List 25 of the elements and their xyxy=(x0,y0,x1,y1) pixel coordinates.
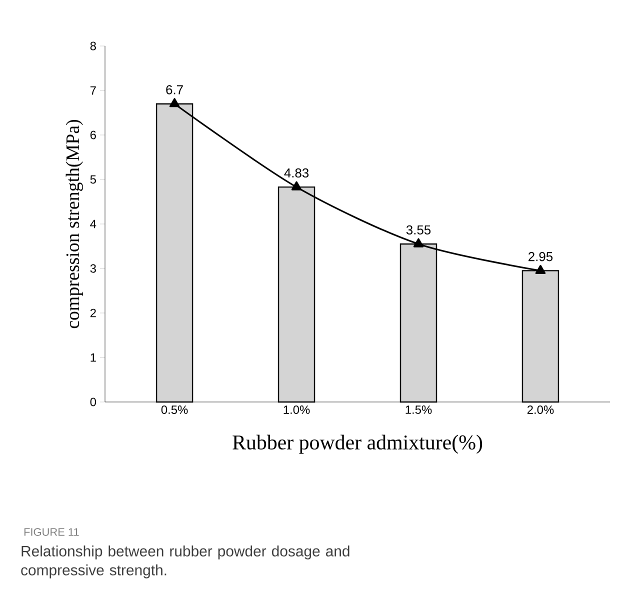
y-tick-label: 4 xyxy=(90,220,96,228)
data-label: 2.95 xyxy=(528,252,553,262)
x-tick-label: 1.5% xyxy=(406,406,432,414)
y-tick-label: 8 xyxy=(90,42,96,50)
y-tick-label: 5 xyxy=(90,175,96,184)
point xyxy=(169,98,180,108)
x-tick-label: 2.0% xyxy=(527,406,554,414)
y-tick-label: 7 xyxy=(90,86,96,95)
data-label: 3.55 xyxy=(406,225,431,234)
y-tick-label: 2 xyxy=(90,308,96,318)
y-axis-title: compression strength(MPa) xyxy=(66,120,83,328)
y-tick-label: 0 xyxy=(90,398,96,406)
x-tick-label: 1.0% xyxy=(284,406,310,414)
x-tick-label: 0.5% xyxy=(161,406,188,414)
y-tick-label: 6 xyxy=(90,130,96,140)
caption: FIGURE 11 xyxy=(24,528,79,536)
point xyxy=(413,238,424,248)
x-axis-title: Rubber powder admixture(%) xyxy=(232,434,482,454)
point xyxy=(291,181,302,190)
text: Relationship between rubber powder dosage and compressive strength. xyxy=(21,546,350,578)
data-label: 4.83 xyxy=(284,168,309,178)
point xyxy=(535,264,546,274)
data-label: 6.7 xyxy=(166,85,183,94)
y-tick-label: 3 xyxy=(90,264,96,273)
y-tick-label: 1 xyxy=(90,353,96,362)
